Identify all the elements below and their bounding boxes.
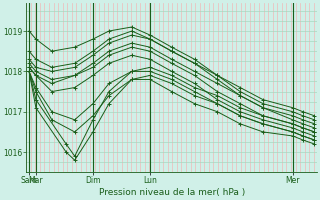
X-axis label: Pression niveau de la mer( hPa ): Pression niveau de la mer( hPa ) (99, 188, 245, 197)
